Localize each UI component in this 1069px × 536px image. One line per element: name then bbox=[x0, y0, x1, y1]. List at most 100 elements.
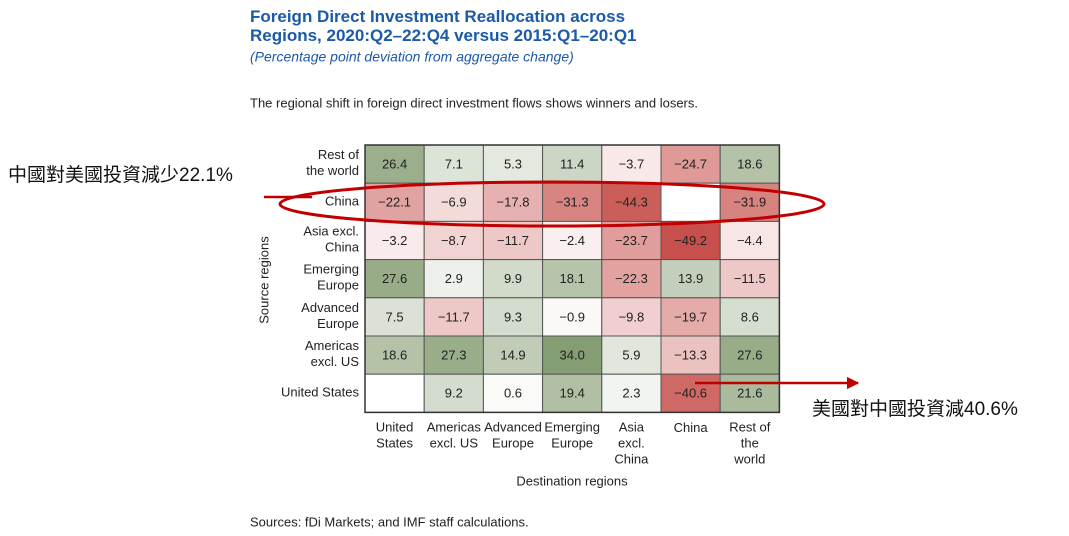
heatmap-cell bbox=[660, 144, 721, 184]
heatmap-cell bbox=[423, 259, 484, 299]
y-tick-label: Rest of the world bbox=[306, 148, 359, 179]
cell-label: 9.9 bbox=[504, 271, 522, 286]
cell-label: 14.9 bbox=[500, 348, 525, 363]
cell-label: −40.6 bbox=[674, 386, 707, 401]
cell-label: 18.6 bbox=[737, 157, 762, 172]
heatmap-cell bbox=[482, 335, 544, 375]
cell-label: 18.1 bbox=[560, 271, 585, 286]
heatmap-cell bbox=[423, 335, 484, 375]
cell-label: −44.3 bbox=[615, 195, 648, 210]
cell-label: −0.9 bbox=[559, 309, 585, 324]
cell-label: −24.7 bbox=[674, 157, 707, 172]
heatmap-cell bbox=[482, 373, 544, 413]
cell-label: 5.3 bbox=[504, 157, 522, 172]
cell-label: 7.1 bbox=[445, 157, 463, 172]
x-axis-label: Destination regions bbox=[516, 473, 628, 488]
y-tick-label: United States bbox=[281, 385, 360, 400]
y-tick-label: Asia excl. China bbox=[303, 224, 359, 255]
heatmap-grid: 26.4 7.1 5.3 11.4 −3.7 −24.7 18.6 Rest of the wo… bbox=[281, 144, 781, 467]
cell-label: −11.5 bbox=[734, 271, 766, 286]
heatmap-cell bbox=[542, 297, 603, 337]
heatmap-cell bbox=[719, 220, 780, 261]
cell-label: −31.9 bbox=[733, 195, 766, 210]
cell-label: −9.8 bbox=[619, 309, 645, 324]
heatmap-cell bbox=[364, 297, 425, 337]
heatmap-cell bbox=[542, 220, 603, 261]
heatmap-cell bbox=[601, 373, 662, 413]
x-tick-label: Advanced Europe bbox=[484, 420, 542, 451]
x-tick-label: United States bbox=[376, 420, 414, 451]
heatmap-cell bbox=[482, 259, 544, 299]
cell-label: 27.6 bbox=[737, 348, 762, 363]
annotation-layer: 中國對美國投資減少22.1% 美國對中國投資減40.6% bbox=[8, 164, 1018, 420]
heatmap-cell bbox=[660, 220, 721, 261]
heatmap-cell bbox=[660, 373, 721, 413]
heatmap-cell bbox=[719, 373, 780, 413]
cell-label: −22.3 bbox=[615, 271, 648, 286]
cell-label: 26.4 bbox=[382, 157, 407, 172]
x-tick-label: Emerging Europe bbox=[544, 420, 600, 451]
cell-label: −49.2 bbox=[674, 233, 707, 248]
y-tick-label: Emerging Europe bbox=[303, 262, 359, 293]
heatmap-cell bbox=[364, 373, 425, 413]
cell-label: −11.7 bbox=[497, 233, 529, 248]
cell-label: 27.3 bbox=[441, 348, 466, 363]
chart-title: Foreign Direct Investment Reallocation a… bbox=[250, 7, 637, 45]
x-tick-label: Asia excl. China bbox=[614, 420, 649, 467]
cell-label: 9.3 bbox=[504, 309, 522, 324]
heatmap-cell bbox=[601, 182, 662, 222]
cell-label: −22.1 bbox=[378, 195, 411, 210]
cell-label: −2.4 bbox=[559, 233, 585, 248]
cell-label: 2.9 bbox=[445, 271, 463, 286]
heatmap-cell bbox=[364, 144, 425, 184]
cell-label: −23.7 bbox=[615, 233, 648, 248]
y-tick-label: Americas excl. US bbox=[305, 339, 360, 370]
cell-label: 2.3 bbox=[622, 386, 640, 401]
cell-label: 5.9 bbox=[622, 348, 640, 363]
highlight-ellipse bbox=[278, 180, 826, 228]
y-tick-label: China bbox=[325, 194, 360, 209]
heatmap-cell bbox=[719, 259, 780, 299]
cell-label: 21.6 bbox=[737, 386, 762, 401]
heatmap-cell bbox=[423, 297, 484, 337]
grid-border bbox=[364, 144, 781, 414]
cell-label: 34.0 bbox=[560, 348, 585, 363]
cell-label: −3.2 bbox=[382, 233, 408, 248]
cell-label: −11.7 bbox=[438, 309, 470, 324]
source-note: Sources: fDi Markets; and IMF staff calc… bbox=[250, 514, 529, 529]
cell-label: 13.9 bbox=[678, 271, 703, 286]
heatmap-cell bbox=[660, 182, 721, 222]
heatmap-cell bbox=[423, 373, 484, 413]
heatmap-cell bbox=[601, 335, 662, 375]
cell-label: −3.7 bbox=[619, 157, 645, 172]
cell-label: 19.4 bbox=[560, 386, 585, 401]
cell-label: 0.6 bbox=[504, 386, 522, 401]
heatmap-cell bbox=[423, 144, 484, 184]
cell-label: 9.2 bbox=[445, 386, 463, 401]
cell-label: −17.8 bbox=[497, 195, 530, 210]
description: The regional shift in foreign direct inv… bbox=[250, 95, 698, 110]
cell-label: 11.4 bbox=[560, 157, 584, 172]
x-tick-label: Rest of the world bbox=[729, 420, 771, 467]
heatmap-cell bbox=[601, 220, 662, 261]
cell-label: −13.3 bbox=[674, 348, 707, 363]
heatmap-cell bbox=[482, 182, 544, 222]
y-axis-label: Source regions bbox=[256, 236, 271, 324]
cell-label: −4.4 bbox=[737, 233, 763, 248]
cell-label: 18.6 bbox=[382, 348, 407, 363]
heatmap-cell bbox=[482, 220, 544, 261]
cell-label: −8.7 bbox=[441, 233, 467, 248]
cell-label: −6.9 bbox=[441, 195, 467, 210]
cell-label: −31.3 bbox=[556, 195, 589, 210]
cell-label: 7.5 bbox=[386, 309, 404, 324]
x-tick-label: Americas excl. US bbox=[427, 420, 482, 451]
cell-label: 8.6 bbox=[741, 309, 759, 324]
annotation: 美國對中國投資減40.6% bbox=[812, 398, 1018, 420]
heatmap-cell bbox=[364, 259, 425, 299]
y-tick-label: Advanced Europe bbox=[301, 300, 359, 331]
cell-label: 27.6 bbox=[382, 271, 407, 286]
x-tick-label: China bbox=[674, 420, 709, 435]
cell-label: −19.7 bbox=[674, 309, 707, 324]
annotation: 中國對美國投資減少22.1% bbox=[8, 164, 233, 186]
